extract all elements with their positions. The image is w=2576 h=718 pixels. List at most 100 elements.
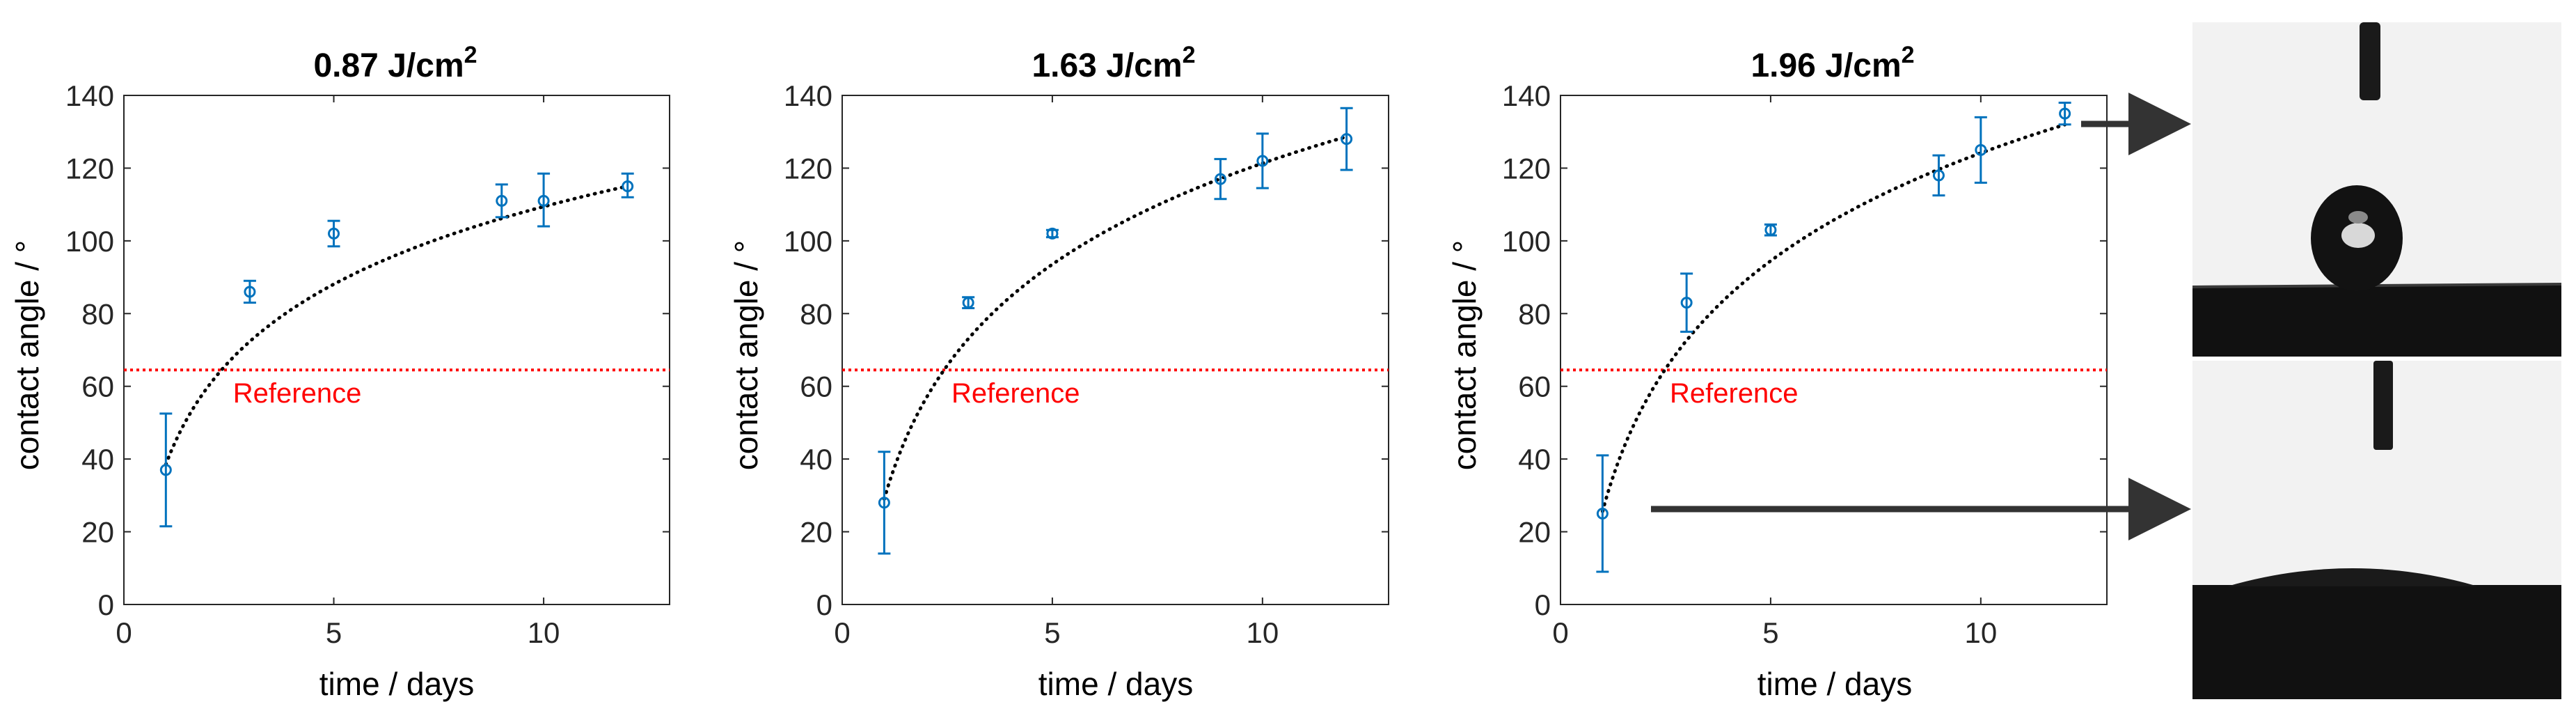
y-tick-label: 140 bbox=[65, 79, 114, 112]
data-point bbox=[327, 219, 340, 248]
data-point bbox=[495, 183, 508, 219]
y-tick-label: 140 bbox=[784, 79, 832, 112]
chart-title: 1.63 J/cm2 bbox=[1032, 42, 1195, 84]
y-axis-label: contact angle / ° bbox=[9, 240, 45, 470]
data-point bbox=[621, 172, 634, 198]
x-tick-label: 5 bbox=[326, 616, 342, 649]
data-marker bbox=[537, 194, 550, 207]
data-point bbox=[1045, 227, 1059, 240]
chart-panel-3: 1.96 J/cm2 contact angle / ° time / days… bbox=[1446, 42, 2108, 702]
droplet bbox=[2227, 568, 2478, 586]
y-tick-label: 0 bbox=[98, 588, 114, 621]
data-marker bbox=[1596, 507, 1609, 520]
data-marker bbox=[328, 227, 340, 240]
y-tick-label: 40 bbox=[81, 443, 114, 476]
data-marker bbox=[878, 497, 890, 509]
data-point bbox=[1974, 116, 1987, 184]
data-point bbox=[1340, 107, 1353, 171]
substrate bbox=[2192, 286, 2561, 357]
data-point bbox=[159, 412, 173, 528]
fit-curve bbox=[164, 184, 630, 467]
y-tick-label: 60 bbox=[1518, 370, 1551, 403]
data-marker bbox=[159, 464, 172, 476]
y-tick-label: 40 bbox=[800, 443, 832, 476]
data-marker bbox=[2059, 107, 2071, 120]
y-tick-label: 120 bbox=[65, 152, 114, 185]
data-marker bbox=[962, 297, 974, 309]
data-marker bbox=[496, 194, 508, 207]
x-tick-label: 10 bbox=[1964, 616, 1997, 649]
syringe-needle bbox=[2373, 361, 2393, 450]
axes-box bbox=[123, 95, 670, 605]
y-tick-label: 60 bbox=[800, 370, 832, 403]
y-tick-label: 60 bbox=[81, 370, 114, 403]
y-axis-label: contact angle / ° bbox=[728, 240, 764, 470]
data-point bbox=[1214, 157, 1227, 201]
y-tick-label: 100 bbox=[65, 225, 114, 258]
data-point bbox=[2058, 101, 2071, 126]
y-axis-label: contact angle / ° bbox=[1446, 240, 1483, 470]
title-superscript: 2 bbox=[464, 42, 477, 68]
data-marker bbox=[1214, 173, 1226, 185]
y-tick-label: 100 bbox=[784, 225, 832, 258]
reference-label: Reference bbox=[1670, 378, 1799, 409]
data-marker bbox=[1256, 155, 1269, 167]
data-marker bbox=[1680, 297, 1693, 309]
data-point bbox=[1256, 132, 1269, 189]
y-tick-label: 20 bbox=[800, 516, 832, 549]
y-tick-label: 40 bbox=[1518, 443, 1551, 476]
y-tick-label: 120 bbox=[1502, 152, 1551, 185]
chart-panel-2: 1.63 J/cm2 contact angle / ° time / days… bbox=[728, 42, 1389, 702]
droplet-highlight bbox=[2341, 223, 2375, 248]
fit-curve bbox=[882, 134, 1349, 501]
y-tick-label: 80 bbox=[800, 297, 832, 330]
data-marker bbox=[244, 286, 256, 298]
reference-label: Reference bbox=[233, 378, 362, 409]
data-marker bbox=[1932, 169, 1945, 182]
data-point bbox=[962, 296, 975, 309]
data-marker bbox=[1046, 227, 1059, 240]
chart-panel-1: 0.87 J/cm2 contact angle / ° time / days… bbox=[9, 42, 670, 702]
data-point bbox=[1764, 223, 1777, 237]
axes-box bbox=[1560, 95, 2108, 605]
data-marker bbox=[1975, 143, 1987, 156]
droplet-shine bbox=[2348, 211, 2368, 224]
data-point bbox=[878, 451, 891, 555]
chart-title: 1.96 J/cm2 bbox=[1751, 42, 1914, 84]
x-tick-label: 0 bbox=[116, 616, 132, 649]
title-superscript: 2 bbox=[1183, 42, 1196, 68]
data-point bbox=[1932, 154, 1945, 197]
y-tick-label: 80 bbox=[81, 297, 114, 330]
y-tick-label: 0 bbox=[816, 588, 832, 621]
x-tick-label: 10 bbox=[528, 616, 560, 649]
x-axis-label: time / days bbox=[1757, 666, 1912, 702]
title-superscript: 2 bbox=[1902, 42, 1915, 68]
substrate bbox=[2192, 585, 2561, 699]
droplet-photo-hydrophilic bbox=[2192, 361, 2561, 699]
data-marker bbox=[622, 180, 634, 193]
fit-curve bbox=[1600, 123, 2067, 513]
data-point bbox=[1680, 272, 1693, 333]
x-axis-label: time / days bbox=[1038, 666, 1193, 702]
droplet-photo-hydrophobic bbox=[2192, 22, 2562, 357]
x-tick-label: 5 bbox=[1762, 616, 1778, 649]
data-marker bbox=[1764, 224, 1777, 236]
y-tick-label: 20 bbox=[81, 516, 114, 549]
x-axis-label: time / days bbox=[319, 666, 474, 702]
y-tick-label: 140 bbox=[1502, 79, 1551, 112]
y-tick-label: 0 bbox=[1535, 588, 1551, 621]
x-tick-label: 0 bbox=[834, 616, 850, 649]
x-tick-label: 0 bbox=[1552, 616, 1568, 649]
x-tick-label: 5 bbox=[1044, 616, 1060, 649]
data-point bbox=[537, 172, 551, 228]
y-tick-label: 20 bbox=[1518, 516, 1551, 549]
x-tick-label: 10 bbox=[1246, 616, 1279, 649]
data-marker bbox=[1341, 133, 1353, 146]
syringe-needle bbox=[2360, 22, 2380, 100]
y-tick-label: 100 bbox=[1502, 225, 1551, 258]
y-tick-label: 80 bbox=[1518, 297, 1551, 330]
y-tick-label: 120 bbox=[784, 152, 832, 185]
reference-label: Reference bbox=[951, 378, 1080, 409]
axes-box bbox=[841, 95, 1389, 605]
